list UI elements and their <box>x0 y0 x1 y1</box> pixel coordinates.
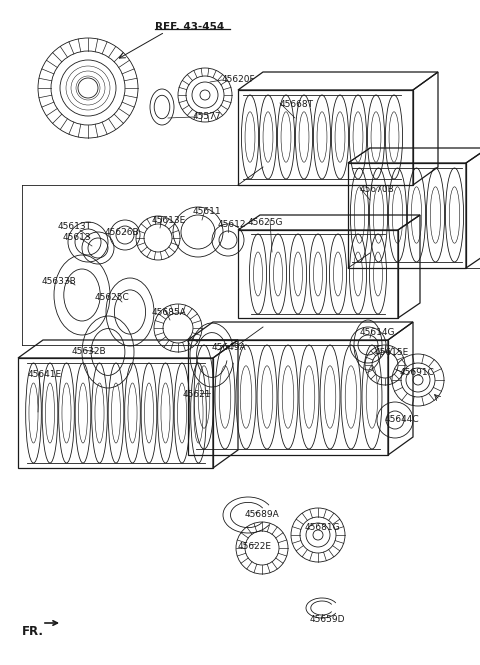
Text: 45613T: 45613T <box>58 222 92 231</box>
Text: 45685A: 45685A <box>152 308 187 317</box>
Text: 45614G: 45614G <box>360 328 396 337</box>
Text: 45620F: 45620F <box>222 75 256 84</box>
Text: 45668T: 45668T <box>280 100 314 109</box>
Text: 45615E: 45615E <box>375 348 409 357</box>
Text: 45689A: 45689A <box>245 510 280 519</box>
Text: 45670B: 45670B <box>360 185 395 194</box>
Text: 45633B: 45633B <box>42 277 77 286</box>
Text: 45649A: 45649A <box>212 343 247 352</box>
Text: 45641E: 45641E <box>28 370 62 379</box>
Text: 45611: 45611 <box>193 207 222 216</box>
Text: 45613E: 45613E <box>152 216 186 225</box>
Text: 45577: 45577 <box>193 112 222 121</box>
Text: 45691C: 45691C <box>400 368 435 377</box>
Text: 45626B: 45626B <box>105 228 140 237</box>
Text: 45621: 45621 <box>183 390 212 399</box>
Text: 45622E: 45622E <box>238 542 272 551</box>
Text: 45625G: 45625G <box>248 218 284 227</box>
Text: 45659D: 45659D <box>310 615 346 624</box>
Text: FR.: FR. <box>22 625 44 638</box>
Text: 45625C: 45625C <box>95 293 130 302</box>
Text: 45632B: 45632B <box>72 347 107 356</box>
Text: 45681G: 45681G <box>305 523 341 532</box>
Text: REF. 43-454: REF. 43-454 <box>155 22 224 32</box>
Text: 45613: 45613 <box>63 233 92 242</box>
Text: 45612: 45612 <box>218 220 247 229</box>
Text: 45644C: 45644C <box>385 415 420 424</box>
